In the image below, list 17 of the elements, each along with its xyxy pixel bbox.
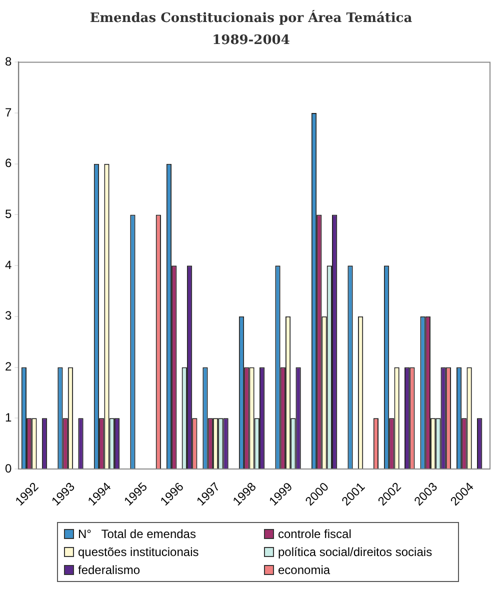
y-tick-label: 4 [4,258,12,272]
y-tick-label: 0 [4,461,12,476]
legend-label: federalismo [78,563,140,577]
y-tick-label: 8 [4,54,12,69]
y-tick-label: 6 [4,156,12,170]
y-tick-label: 2 [4,360,12,374]
chart-title: Emendas Constitucionais por Área Temática [88,9,414,28]
y-tick-label: 7 [4,105,12,120]
y-tick-label: 1 [4,410,12,424]
y-tick-label: 3 [4,308,12,323]
legend-label: economia [278,563,330,577]
y-tick-label: 5 [4,207,12,222]
chart-subtitle: 1989-2004 [211,32,291,50]
legend-label: questões institucionais [78,545,199,559]
legend-label: política social/direitos sociais [278,545,432,559]
legend-label: controle fiscal [278,527,352,541]
legend-label: N° Total de emendas [78,527,196,541]
